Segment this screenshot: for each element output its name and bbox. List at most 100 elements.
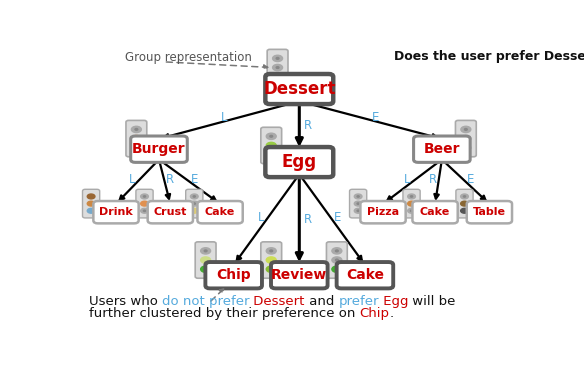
Text: Burger: Burger <box>132 142 186 156</box>
Circle shape <box>204 250 207 252</box>
Circle shape <box>464 129 467 130</box>
FancyBboxPatch shape <box>326 242 347 278</box>
Circle shape <box>141 208 148 213</box>
Circle shape <box>266 133 276 140</box>
Circle shape <box>266 248 276 254</box>
Text: L: L <box>129 173 135 186</box>
FancyBboxPatch shape <box>82 189 100 218</box>
Text: Dessert: Dessert <box>249 295 305 308</box>
Text: .: . <box>390 307 394 320</box>
FancyBboxPatch shape <box>271 262 328 288</box>
Circle shape <box>201 257 211 263</box>
Text: Pizza: Pizza <box>367 207 399 217</box>
Text: E: E <box>373 111 380 124</box>
Text: Beer: Beer <box>423 142 460 156</box>
Text: further clustered by their preference on: further clustered by their preference on <box>89 307 360 320</box>
Text: R: R <box>429 173 437 186</box>
Text: Dessert: Dessert <box>263 80 336 98</box>
Circle shape <box>193 196 196 197</box>
Text: Chip: Chip <box>216 268 251 282</box>
Circle shape <box>354 208 362 213</box>
FancyBboxPatch shape <box>267 49 288 86</box>
Circle shape <box>87 201 95 206</box>
FancyBboxPatch shape <box>195 242 216 278</box>
FancyBboxPatch shape <box>131 136 187 162</box>
Circle shape <box>266 266 276 272</box>
Circle shape <box>408 194 415 199</box>
Circle shape <box>190 201 198 206</box>
Circle shape <box>464 196 465 197</box>
FancyBboxPatch shape <box>93 201 138 223</box>
Circle shape <box>131 145 141 151</box>
Circle shape <box>332 248 342 254</box>
Text: Group representation: Group representation <box>125 51 252 64</box>
FancyBboxPatch shape <box>350 189 367 218</box>
Text: L: L <box>221 111 227 124</box>
Circle shape <box>87 194 95 199</box>
Circle shape <box>276 76 279 78</box>
Text: E: E <box>334 211 341 224</box>
Circle shape <box>276 58 279 59</box>
Circle shape <box>332 257 342 263</box>
FancyBboxPatch shape <box>186 189 203 218</box>
FancyBboxPatch shape <box>265 147 333 177</box>
Circle shape <box>190 208 198 213</box>
Text: Review: Review <box>271 268 328 282</box>
Text: Table: Table <box>473 207 506 217</box>
FancyBboxPatch shape <box>136 189 153 218</box>
Text: E: E <box>192 173 199 186</box>
Text: R: R <box>303 213 311 226</box>
Circle shape <box>270 250 273 252</box>
Circle shape <box>273 64 283 71</box>
Text: L: L <box>258 211 265 224</box>
Circle shape <box>354 194 362 199</box>
Circle shape <box>266 142 276 149</box>
Circle shape <box>273 74 283 80</box>
FancyBboxPatch shape <box>403 189 420 218</box>
Circle shape <box>193 203 196 204</box>
Circle shape <box>357 203 359 204</box>
Circle shape <box>141 201 148 206</box>
Circle shape <box>144 196 145 197</box>
FancyBboxPatch shape <box>148 201 193 223</box>
Circle shape <box>357 210 359 211</box>
FancyBboxPatch shape <box>413 136 470 162</box>
Text: Cake: Cake <box>346 268 384 282</box>
Circle shape <box>461 194 468 199</box>
Circle shape <box>335 259 338 261</box>
Text: R: R <box>166 173 174 186</box>
Circle shape <box>408 208 415 213</box>
FancyBboxPatch shape <box>412 201 458 223</box>
Circle shape <box>354 201 362 206</box>
FancyBboxPatch shape <box>126 121 147 157</box>
Circle shape <box>461 126 471 132</box>
Text: Chip: Chip <box>360 307 390 320</box>
Circle shape <box>461 145 471 151</box>
FancyBboxPatch shape <box>197 201 243 223</box>
Text: R: R <box>303 119 311 132</box>
FancyBboxPatch shape <box>206 262 262 288</box>
FancyBboxPatch shape <box>261 127 281 164</box>
Text: Egg: Egg <box>379 295 408 308</box>
Text: prefer: prefer <box>339 295 379 308</box>
Circle shape <box>141 194 148 199</box>
Circle shape <box>87 208 95 213</box>
Circle shape <box>411 210 413 211</box>
Circle shape <box>201 266 211 272</box>
Circle shape <box>144 210 145 211</box>
Circle shape <box>131 135 141 142</box>
Circle shape <box>273 55 283 61</box>
Circle shape <box>190 194 198 199</box>
FancyBboxPatch shape <box>456 121 477 157</box>
Text: Users who: Users who <box>89 295 162 308</box>
Text: L: L <box>404 173 411 186</box>
Circle shape <box>408 201 415 206</box>
Circle shape <box>131 126 141 132</box>
Circle shape <box>461 208 468 213</box>
FancyBboxPatch shape <box>261 242 281 278</box>
FancyBboxPatch shape <box>265 74 333 104</box>
Circle shape <box>266 151 276 158</box>
Text: Does the user prefer Dessert?: Does the user prefer Dessert? <box>394 49 584 62</box>
Text: and: and <box>305 295 339 308</box>
Circle shape <box>270 135 273 137</box>
